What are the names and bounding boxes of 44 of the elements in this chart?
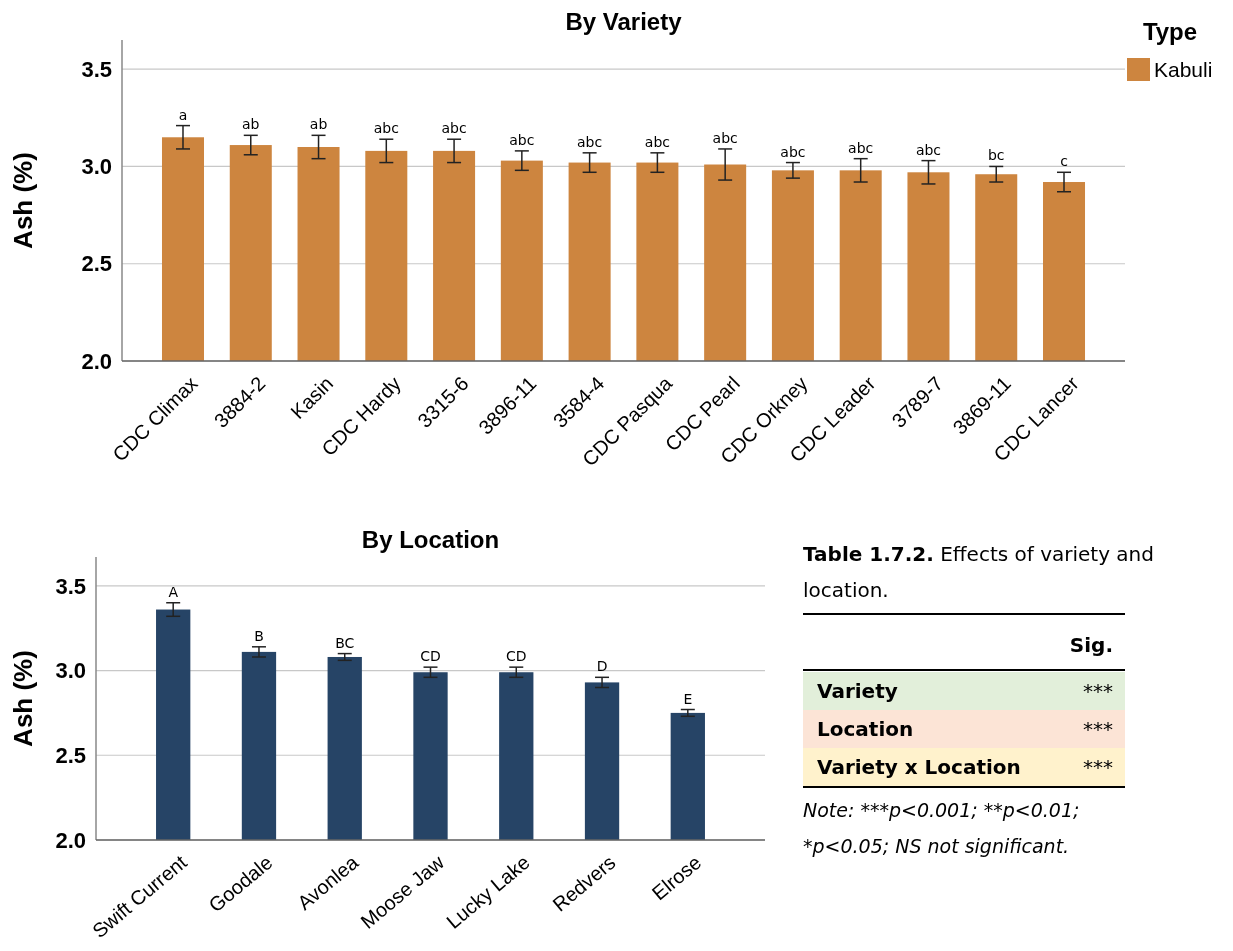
annotation: abc — [373, 120, 399, 137]
text: Table 1.7.2. — [803, 542, 934, 566]
y-axis-title: Ash (%) — [8, 650, 38, 747]
y-tick-label: 3.5 — [55, 573, 86, 599]
annotation: abc — [780, 143, 806, 160]
annotation: CD — [420, 648, 441, 665]
annotation: abc — [509, 131, 535, 148]
annotation: abc — [848, 139, 874, 156]
annotation: ab — [309, 116, 328, 133]
y-tick-label: 2.0 — [81, 348, 112, 374]
legend-title: Type — [1142, 18, 1198, 45]
y-tick-label: 2.0 — [55, 827, 86, 853]
annotation: D — [596, 658, 608, 675]
text: *** — [1083, 755, 1113, 779]
annotation: abc — [915, 141, 942, 158]
chart-title: By Variety — [565, 8, 683, 35]
y-tick-label: 3.0 — [81, 154, 112, 180]
annotation: c — [1060, 153, 1068, 170]
y-axis-title: Ash (%) — [8, 152, 38, 249]
annotation: CD — [505, 648, 527, 665]
annotation: ab — [242, 116, 260, 133]
y-tick-label: 3.0 — [55, 658, 86, 684]
annotation: A — [168, 583, 179, 600]
legend-label: Kabuli — [1154, 58, 1213, 82]
text: *** — [1083, 679, 1113, 703]
category-label: Variety — [817, 679, 898, 703]
annotation: abc — [644, 133, 670, 150]
annotation: E — [683, 690, 693, 707]
annotation: bc — [987, 147, 1005, 164]
category-label: Location — [817, 717, 914, 741]
y-tick-label: 3.5 — [81, 56, 112, 82]
annotation: abc — [712, 129, 738, 146]
y-tick-label: 2.5 — [55, 742, 86, 768]
annotation: abc — [441, 120, 467, 137]
annotation: abc — [577, 133, 603, 150]
annotation: B — [254, 627, 264, 644]
chart-title: By Location — [361, 526, 500, 553]
text: Note: ***p<0.001; **p<0.01; *p<0.05; NS not significant. — [803, 798, 1081, 859]
y-tick-label: 2.5 — [81, 251, 112, 277]
text: Sig. — [1069, 633, 1113, 657]
annotation: BC — [335, 634, 355, 651]
text: *** — [1083, 717, 1113, 741]
annotation: a — [178, 106, 188, 123]
category-label: Variety x Location — [817, 755, 1021, 779]
